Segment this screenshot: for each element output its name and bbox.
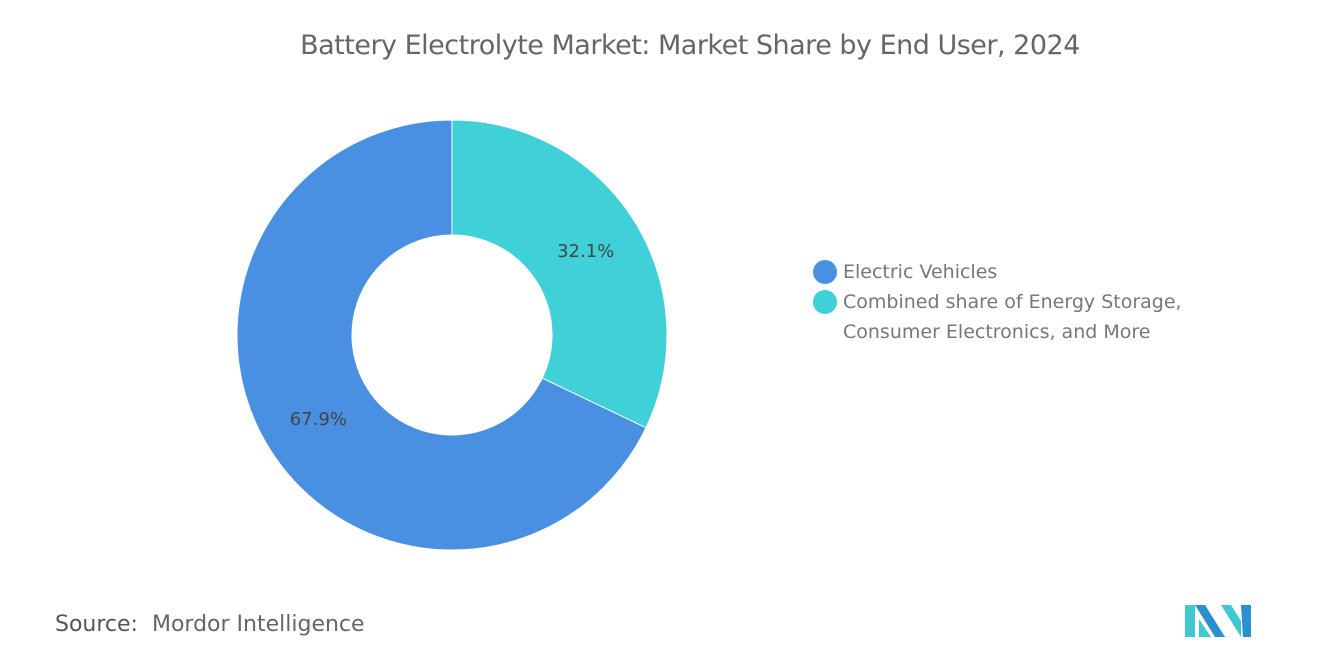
data-label: 67.9% (290, 409, 347, 430)
legend-label: Combined share of Energy Storage, Consum… (843, 291, 1182, 343)
legend: Electric Vehicles Combined share of Ener… (813, 257, 1183, 347)
legend-label: Electric Vehicles (843, 261, 998, 283)
chart-title: Battery Electrolyte Market: Market Share… (300, 30, 1080, 61)
source-value: Mordor Intelligence (151, 612, 365, 637)
legend-item-combined[interactable]: Combined share of Energy Storage, Consum… (813, 287, 1183, 347)
source-label: Source: (55, 612, 138, 637)
mordor-intelligence-logo (1185, 605, 1251, 637)
source: Source: Mordor Intelligence (55, 612, 365, 637)
legend-marker-icon (813, 290, 837, 314)
legend-marker-icon (813, 260, 837, 284)
data-label: 32.1% (557, 241, 614, 262)
donut-slice[interactable] (451, 119, 668, 429)
legend-item-electric-vehicles[interactable]: Electric Vehicles (813, 257, 1183, 287)
donut-slice[interactable] (236, 119, 647, 551)
